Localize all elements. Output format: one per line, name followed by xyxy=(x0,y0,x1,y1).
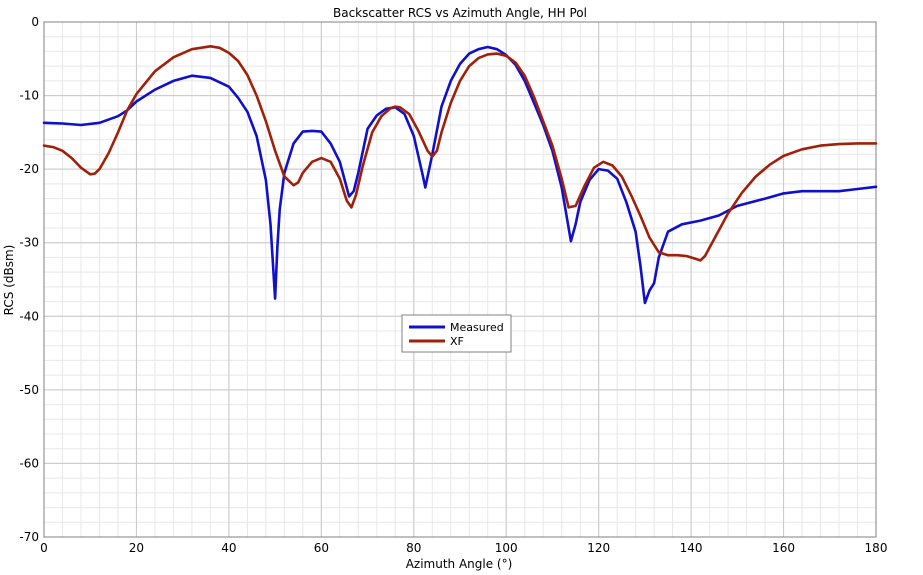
x-tick-label: 180 xyxy=(865,541,888,555)
y-tick-label: -40 xyxy=(19,309,39,323)
x-tick-label: 0 xyxy=(40,541,48,555)
series-line-xf xyxy=(42,45,878,262)
legend-label-xf: XF xyxy=(450,335,464,348)
y-tick-label: -60 xyxy=(19,456,39,470)
y-tick-label: -10 xyxy=(19,89,39,103)
x-axis-ticks: 0 20 40 60 80 100 120 140 160 180 xyxy=(40,541,887,555)
legend-box xyxy=(401,314,512,353)
x-tick-label: 160 xyxy=(772,541,795,555)
plot-area-frame xyxy=(43,21,877,538)
x-tick-label: 120 xyxy=(587,541,610,555)
x-tick-label: 40 xyxy=(221,541,236,555)
chart-title: Backscatter RCS vs Azimuth Angle, HH Pol xyxy=(333,6,587,20)
y-tick-label: 0 xyxy=(31,15,39,29)
y-axis-label: RCS (dBsm) xyxy=(2,245,16,316)
legend-label-measured: Measured xyxy=(450,321,504,334)
x-tick-label: 60 xyxy=(314,541,329,555)
y-tick-label: -20 xyxy=(19,162,39,176)
x-tick-label: 100 xyxy=(495,541,518,555)
y-tick-label: -50 xyxy=(19,383,39,397)
x-axis-label: Azimuth Angle (°) xyxy=(406,557,513,571)
series-line-measured xyxy=(42,45,878,305)
y-axis-ticks: 0 -10 -20 -30 -40 -50 -60 -70 xyxy=(19,15,39,544)
x-tick-label: 80 xyxy=(406,541,421,555)
legend: Measured XF xyxy=(401,314,512,353)
minor-gridlines xyxy=(43,21,877,538)
y-tick-label: -70 xyxy=(19,530,39,544)
major-gridlines xyxy=(43,21,877,538)
x-tick-label: 140 xyxy=(680,541,703,555)
x-tick-label: 20 xyxy=(129,541,144,555)
y-tick-label: -30 xyxy=(19,236,39,250)
series-lines xyxy=(42,45,878,305)
